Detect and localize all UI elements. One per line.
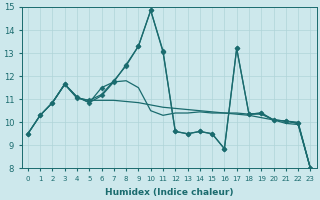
- X-axis label: Humidex (Indice chaleur): Humidex (Indice chaleur): [105, 188, 233, 197]
